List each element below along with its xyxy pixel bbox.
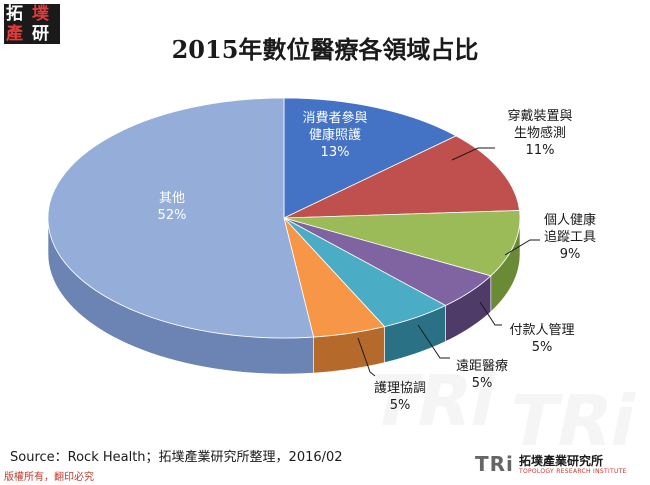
pie-slice	[47, 97, 315, 339]
pie-slice	[283, 97, 457, 219]
slice-label-line: 個人健康	[543, 213, 596, 228]
slice-label-line: 消費者參與	[302, 111, 368, 126]
slice-label-payer: 付款人管理 5%	[492, 322, 592, 356]
leader-line	[451, 147, 495, 161]
copyright-note: 版權所有，翻印必究	[4, 472, 94, 483]
slice-label-care-coordination: 護理協調 5%	[350, 380, 450, 414]
slice-label-line: 其他	[158, 191, 185, 206]
slice-value-label: 5%	[471, 376, 493, 391]
chart-title: 2015年數位醫療各領域占比	[171, 35, 479, 64]
slice-value-label: 5%	[389, 398, 411, 413]
slice-label-line: 穿戴裝置與	[507, 109, 573, 124]
slice-value-label: 11%	[525, 143, 555, 158]
slice-label-wearables: 穿戴裝置與 生物感測 11%	[490, 108, 590, 159]
slice-label-line: 健康照護	[308, 128, 361, 143]
leader-line	[479, 301, 502, 326]
slice-label-telehealth: 遠距醫療 5%	[432, 358, 532, 392]
slice-value-label: 13%	[320, 145, 350, 160]
leader-line	[357, 337, 376, 377]
slice-label-line: 追蹤工具	[543, 230, 596, 245]
slice-label-line: 遠距醫療	[455, 359, 508, 374]
leader-line	[417, 324, 450, 359]
leader-line	[504, 239, 540, 256]
pie-slice	[283, 210, 521, 277]
footer-brand: TRi	[475, 452, 514, 476]
slice-label-consumer: 消費者參與 健康照護 13%	[285, 110, 385, 161]
slice-label-other: 其他 52%	[122, 190, 222, 224]
footer-org-name: 拓墣產業研究所	[519, 454, 604, 468]
slice-label-line: 生物感測	[513, 126, 566, 141]
logo: 拓 墣 產 研	[4, 4, 60, 44]
slice-label-line: 付款人管理	[509, 323, 575, 338]
logo-char: 墣	[32, 4, 49, 24]
slice-label-tracking: 個人健康 追蹤工具 9%	[520, 212, 620, 263]
logo-char: 研	[32, 24, 49, 44]
slice-value-label: 52%	[157, 208, 187, 223]
source-note: Source：Rock Health；拓墣產業研究所整理，2016/02	[10, 450, 343, 465]
slice-value-label: 9%	[559, 247, 581, 262]
slice-label-line: 護理協調	[373, 381, 426, 396]
logo-char: 產	[6, 24, 23, 44]
logo-char: 拓	[6, 4, 23, 24]
footer-logo: TRi 拓墣產業研究所 TOPOLOGY RESEARCH INSTITUTE	[475, 452, 645, 482]
slice-value-label: 5%	[531, 340, 553, 355]
footer-org-en: TOPOLOGY RESEARCH INSTITUTE	[519, 468, 627, 475]
